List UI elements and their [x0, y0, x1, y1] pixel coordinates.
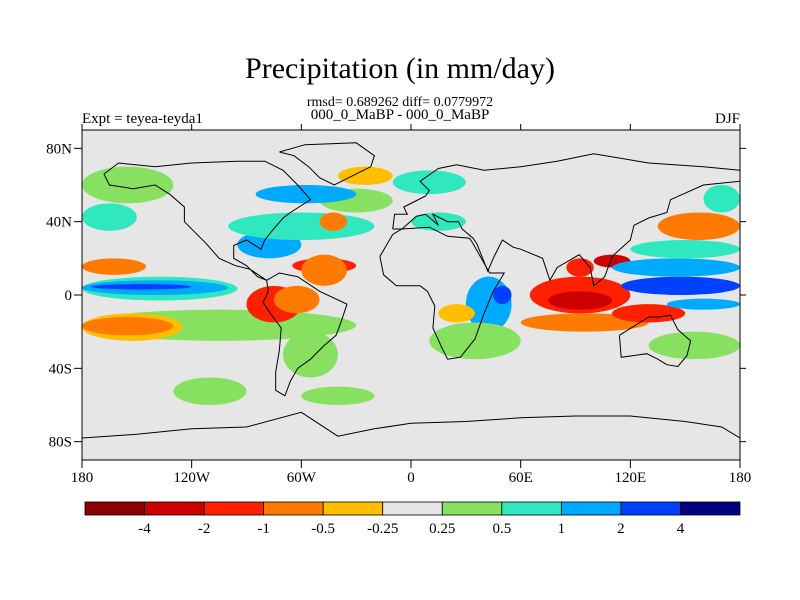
x-tick-label: 120E	[614, 470, 646, 486]
anomaly-region-16	[82, 203, 137, 231]
colorbar-label: 2	[617, 521, 625, 537]
colorbar: -4 -2 -1 -0.5 -0.25 0.25 0.5 1 2 4	[84, 501, 741, 537]
anomaly-region-39	[666, 298, 740, 310]
anomaly-region-13	[228, 212, 375, 240]
colorbar-swatch	[501, 501, 562, 516]
colorbar-swatch	[560, 501, 622, 516]
colorbar-swatch	[441, 501, 503, 516]
anomaly-region-4	[82, 258, 146, 275]
anomaly-region-7	[91, 284, 192, 290]
anomaly-region-40	[648, 331, 740, 360]
anomaly-region-28	[548, 291, 613, 310]
anomaly-region-42	[301, 386, 375, 406]
colorbar-label: -0.25	[367, 521, 398, 537]
anomaly-region-30	[566, 258, 594, 277]
colorbar-label: 0.25	[429, 521, 455, 537]
anomaly-region-3	[109, 320, 137, 332]
anomaly-region-33	[612, 258, 740, 277]
anomaly-region-26	[438, 304, 475, 323]
colorbar-swatch	[620, 501, 681, 516]
anomaly-regions	[82, 166, 740, 406]
anomaly-region-36	[657, 212, 740, 240]
y-tick-label: 40S	[49, 361, 72, 377]
colorbar-label: -0.5	[311, 521, 335, 537]
chart-title: Precipitation (in mm/day)	[245, 52, 555, 85]
x-tick-label: 180	[71, 470, 94, 486]
colorbar-label: -4	[138, 521, 151, 537]
colorbar-swatch	[84, 501, 145, 516]
anomaly-region-29	[520, 313, 649, 332]
anomaly-region-37	[703, 185, 740, 213]
coastline-eurasia	[392, 153, 740, 287]
y-tick-label: 40N	[46, 215, 72, 231]
colorbar-swatch	[680, 501, 741, 516]
anomaly-region-41	[173, 377, 247, 405]
colorbar-label: 1	[558, 521, 566, 537]
season-label: DJF	[714, 111, 740, 127]
x-tick-label: 0	[407, 470, 415, 486]
experiment-label: Expt = teyea-teyda1	[82, 111, 203, 127]
colorbar-swatch	[144, 501, 205, 516]
anomaly-region-24	[429, 322, 521, 360]
y-axis: 80N 40N 0 40S 80S	[46, 141, 746, 451]
y-tick-label: 0	[65, 288, 73, 304]
x-tick-label: 60E	[509, 470, 533, 486]
anomaly-region-17	[82, 166, 174, 204]
colorbar-label: 4	[677, 521, 685, 537]
coastline-south-america	[262, 272, 348, 397]
coastlines	[82, 142, 740, 439]
coastline-antarctica	[82, 411, 740, 439]
anomaly-region-23	[493, 285, 512, 305]
anomaly-region-11	[301, 254, 348, 286]
y-tick-label: 80S	[49, 435, 72, 451]
stats-line: rmsd= 0.689262 diff= 0.0779972	[306, 95, 494, 110]
colorbar-swatch	[203, 501, 265, 516]
coastline-africa	[379, 226, 506, 360]
colorbar-label: -2	[198, 521, 211, 537]
anomaly-region-14	[319, 212, 348, 231]
colorbar-swatch	[322, 501, 384, 516]
colorbar-swatch	[382, 501, 443, 516]
anomaly-region-32	[621, 276, 740, 296]
x-tick-label: 60W	[287, 470, 317, 486]
colorbar-label: 0.5	[492, 521, 511, 537]
y-tick-label: 80N	[46, 141, 72, 157]
x-axis: 180 120W 60W 0 60E 120E 180	[71, 124, 752, 486]
anomaly-region-19	[392, 170, 466, 195]
anomaly-region-20	[337, 166, 393, 185]
anomaly-region-34	[630, 240, 740, 259]
anomaly-region-25	[411, 212, 466, 231]
anomaly-region-9	[273, 285, 320, 314]
coastline-australia	[618, 314, 692, 368]
colorbar-swatch	[263, 501, 324, 516]
colorbar-label: -1	[257, 521, 270, 537]
anomaly-region-21	[283, 331, 338, 378]
coastline-greenland	[279, 142, 375, 186]
coastline-north-america	[103, 160, 312, 281]
x-tick-label: 180	[729, 470, 752, 486]
chart-subtitle: 000_0_MaBP - 000_0_MaBP	[310, 107, 490, 123]
x-tick-label: 120W	[173, 470, 211, 486]
anomaly-region-38	[612, 304, 686, 323]
